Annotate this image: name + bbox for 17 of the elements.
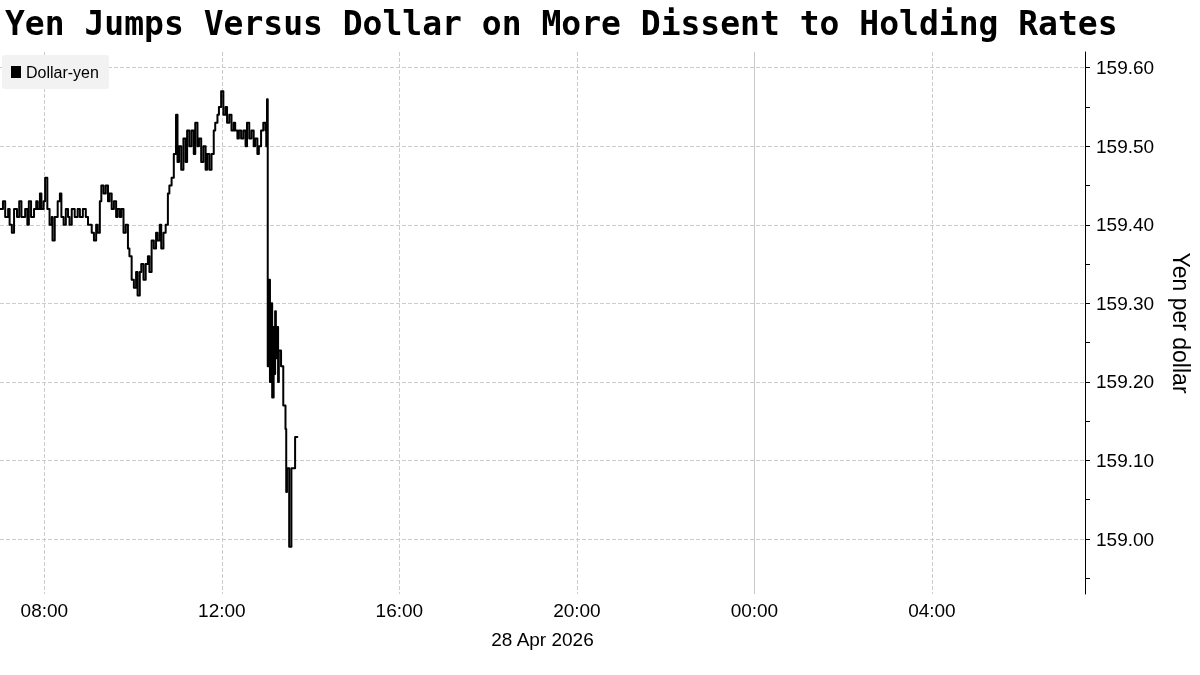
x-tick-label: 16:00 [375,600,424,621]
y-tick-label: 159.30 [1096,292,1155,314]
x-tick-label: 20:00 [553,600,601,621]
y-axis-title: Yen per dollar [1167,252,1194,394]
x-tick-label: 08:00 [20,600,69,621]
y-tick-label: 159.60 [1096,57,1155,79]
chart-title: Yen Jumps Versus Dollar on More Dissent to Holding Rates [5,4,1118,43]
y-tick-label: 159.20 [1096,371,1155,393]
x-tick-label: 04:00 [908,600,956,621]
x-axis-title: 28 Apr 2026 [491,629,594,650]
y-tick-label: 159.50 [1096,135,1155,157]
y-tick-label: 159.00 [1096,528,1155,550]
y-tick-label: 159.10 [1096,449,1155,471]
y-tick-label: 159.40 [1096,214,1155,236]
x-tick-label: 00:00 [730,600,779,621]
legend-label: Dollar-yen [26,63,99,81]
x-tick-label: 12:00 [198,600,246,621]
